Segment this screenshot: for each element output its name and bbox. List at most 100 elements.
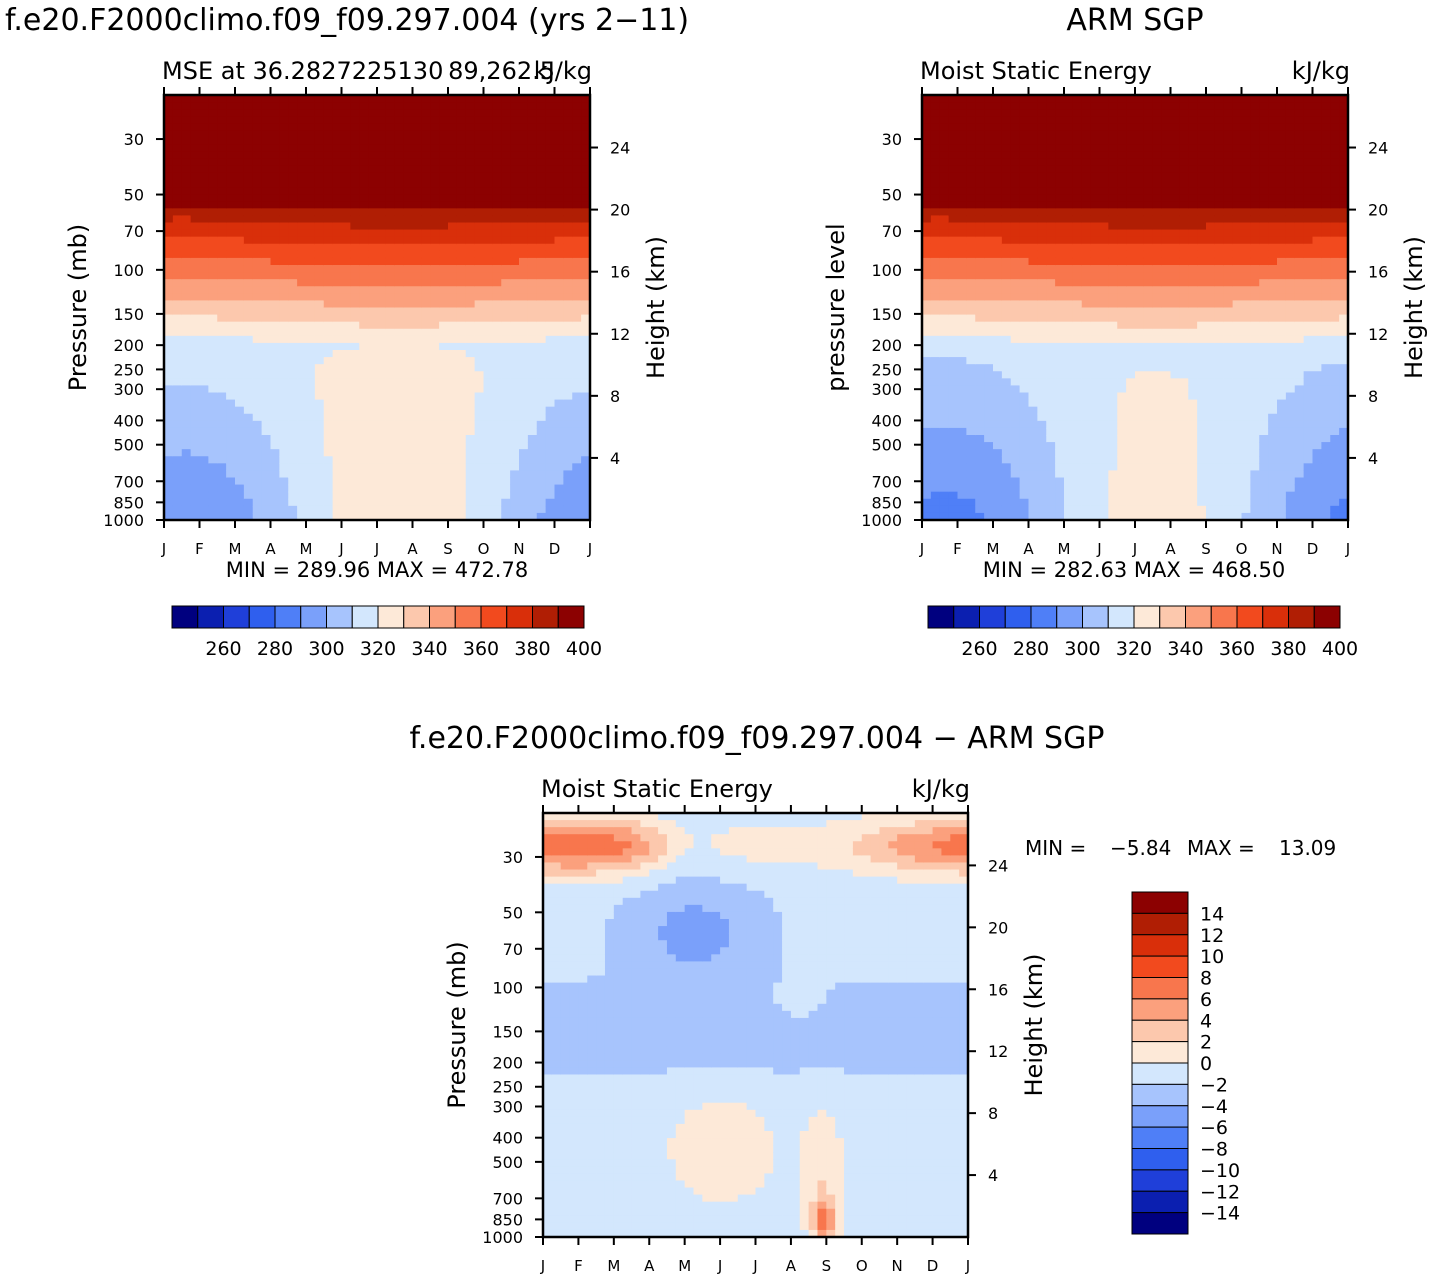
contour-cell (377, 427, 387, 436)
contour-cell (226, 265, 236, 273)
contour-cell (1099, 435, 1109, 443)
contour-cell (1197, 477, 1207, 486)
contour-cell (1188, 123, 1198, 132)
contour-cell (1072, 392, 1083, 401)
contour-cell (1090, 371, 1101, 379)
contour-cell (930, 279, 941, 287)
contour-cell (1135, 371, 1145, 379)
contour-cell (377, 342, 387, 351)
contour-cell (297, 449, 307, 457)
contour-cell (581, 371, 591, 379)
contour-cell (1188, 470, 1198, 479)
contour-cell (208, 512, 218, 521)
contour-cell (421, 491, 431, 500)
contour-cell (306, 236, 316, 245)
contour-cell (483, 151, 493, 160)
contour-cell (1099, 484, 1109, 493)
contour-cell (314, 442, 325, 450)
contour-cell (412, 371, 422, 379)
contour-cell (1126, 505, 1136, 514)
contour-cell (190, 172, 201, 181)
contour-cell (377, 201, 387, 209)
contour-cell (279, 314, 289, 323)
contour-cell (1037, 109, 1047, 117)
contour-cell (350, 505, 360, 514)
contour-cell (252, 250, 263, 259)
contour-cell (252, 257, 263, 266)
contour-cell (448, 257, 458, 266)
contour-cell (1179, 95, 1189, 103)
contour-cell (527, 279, 538, 287)
contour-cell (172, 470, 183, 479)
contour-cell (1001, 215, 1012, 224)
contour-cell (957, 392, 967, 401)
contour-cell (465, 371, 476, 379)
contour-cell (492, 201, 502, 209)
contour-cell (1143, 427, 1154, 436)
contour-cell (243, 406, 254, 415)
contour-cell (1188, 158, 1198, 167)
contour-cell (1135, 442, 1145, 450)
contour-cell (456, 512, 467, 521)
contour-cell (1143, 420, 1154, 429)
contour-cell (377, 165, 387, 174)
contour-cell (235, 137, 245, 146)
contour-cell (581, 435, 591, 443)
contour-cell (172, 484, 183, 493)
contour-cell (421, 109, 431, 117)
contour-cell (306, 95, 316, 103)
contour-cell (430, 456, 440, 464)
contour-cell (235, 314, 245, 323)
contour-cell (1108, 180, 1118, 188)
contour-cell (501, 109, 511, 117)
contour-cell (1179, 328, 1189, 337)
contour-cell (483, 392, 493, 401)
contour-cell (1081, 456, 1092, 464)
contour-cell (1019, 463, 1030, 472)
contour-cell (1055, 137, 1065, 146)
contour-cell (536, 392, 547, 401)
contour-cell (1126, 151, 1136, 160)
contour-cell (939, 342, 950, 351)
contour-cell (966, 463, 976, 472)
contour-cell (581, 215, 591, 224)
contour-cell (181, 406, 192, 415)
contour-cell (975, 342, 985, 351)
contour-cell (403, 300, 414, 309)
contour-cell (527, 364, 538, 372)
contour-cell (394, 413, 405, 422)
contour-cell (1214, 279, 1225, 287)
contour-cell (199, 151, 209, 160)
contour-cell (1117, 378, 1127, 387)
contour-cell (456, 442, 467, 450)
contour-cell (1090, 201, 1101, 209)
contour-cell (261, 172, 272, 181)
contour-cell (377, 456, 387, 464)
contour-cell (948, 505, 959, 514)
contour-cell (1108, 102, 1118, 110)
contour-cell (966, 364, 976, 372)
contour-cell (581, 484, 591, 493)
contour-cell (394, 265, 405, 273)
contour-cell (1170, 314, 1180, 323)
contour-cell (394, 406, 405, 415)
contour-cell (288, 498, 298, 507)
contour-cell (572, 378, 582, 387)
contour-cell (492, 265, 502, 273)
contour-cell (1152, 477, 1163, 486)
contour-cell (350, 165, 360, 174)
contour-cell (966, 165, 976, 174)
contour-cell (1188, 491, 1198, 500)
contour-cell (261, 243, 272, 252)
contour-cell (350, 130, 360, 139)
contour-cell (930, 420, 941, 429)
x-tick-label: M (300, 540, 313, 558)
contour-cell (1046, 172, 1056, 181)
contour-cell (252, 350, 263, 358)
contour-cell (226, 371, 236, 379)
contour-cell (939, 427, 950, 436)
contour-cell (359, 187, 369, 195)
contour-cell (164, 243, 174, 252)
contour-cell (519, 229, 529, 238)
contour-cell (474, 123, 485, 132)
